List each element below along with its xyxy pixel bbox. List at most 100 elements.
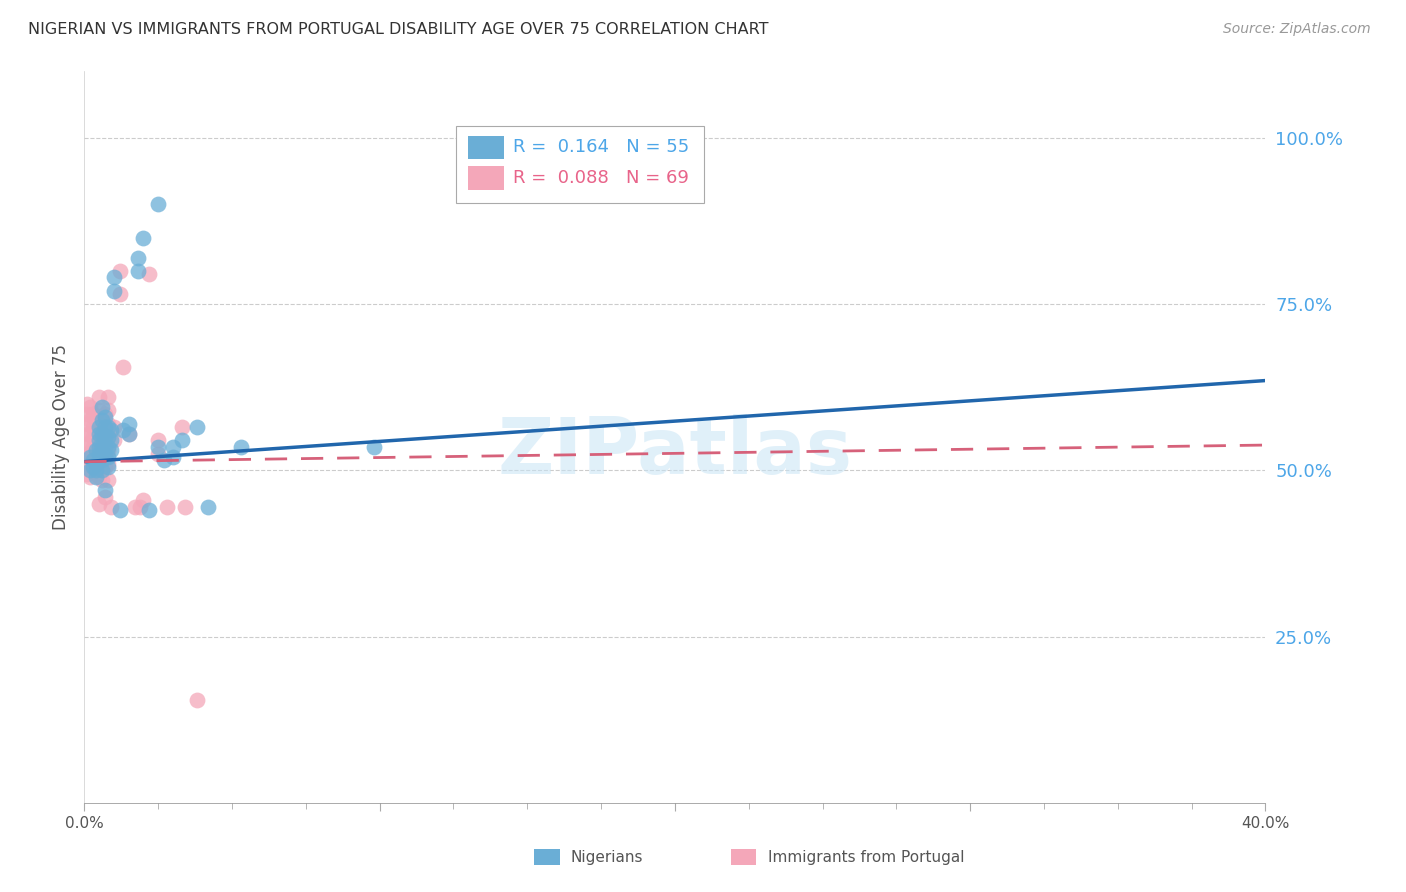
Point bbox=[108, 287, 131, 301]
Point bbox=[87, 420, 111, 434]
Point bbox=[94, 407, 117, 421]
Point bbox=[91, 420, 114, 434]
Point bbox=[84, 457, 107, 471]
Y-axis label: Disability Age Over 75: Disability Age Over 75 bbox=[52, 344, 70, 530]
Point bbox=[82, 407, 104, 421]
Point bbox=[97, 460, 120, 475]
Point bbox=[97, 440, 120, 454]
Point bbox=[148, 434, 170, 448]
Point bbox=[82, 453, 104, 467]
Point bbox=[87, 430, 111, 444]
Point bbox=[97, 443, 120, 458]
Point bbox=[103, 434, 125, 448]
Point bbox=[138, 267, 160, 281]
Point bbox=[97, 390, 120, 404]
Point bbox=[87, 497, 111, 511]
Point bbox=[94, 410, 117, 425]
Point bbox=[91, 463, 114, 477]
Point bbox=[91, 426, 114, 441]
Point bbox=[94, 483, 117, 498]
Point bbox=[82, 440, 104, 454]
Point bbox=[127, 264, 149, 278]
Point bbox=[76, 417, 98, 431]
Point bbox=[87, 403, 111, 417]
Point bbox=[111, 424, 134, 438]
Point bbox=[97, 417, 120, 431]
Text: Nigerians: Nigerians bbox=[571, 850, 644, 864]
Point bbox=[82, 460, 104, 475]
Point bbox=[91, 400, 114, 414]
Point bbox=[94, 447, 117, 461]
Point bbox=[76, 436, 98, 450]
Text: Source: ZipAtlas.com: Source: ZipAtlas.com bbox=[1223, 22, 1371, 37]
Point bbox=[84, 470, 107, 484]
Point bbox=[76, 397, 98, 411]
Point bbox=[97, 430, 120, 444]
Text: R =  0.088   N = 69: R = 0.088 N = 69 bbox=[513, 169, 689, 187]
Point bbox=[87, 440, 111, 454]
Point bbox=[124, 500, 146, 514]
Point bbox=[148, 440, 170, 454]
Point bbox=[100, 443, 122, 458]
Point bbox=[100, 500, 122, 514]
Point bbox=[87, 434, 111, 448]
Point bbox=[79, 413, 101, 427]
Point bbox=[79, 457, 101, 471]
Point bbox=[94, 450, 117, 464]
Point bbox=[79, 426, 101, 441]
Point bbox=[82, 430, 104, 444]
Point bbox=[94, 430, 117, 444]
Point bbox=[103, 284, 125, 298]
Point bbox=[76, 426, 98, 441]
Point bbox=[94, 440, 117, 454]
Point bbox=[84, 443, 107, 458]
FancyBboxPatch shape bbox=[468, 167, 503, 190]
Point bbox=[79, 463, 101, 477]
Point bbox=[103, 270, 125, 285]
Point bbox=[76, 467, 98, 481]
Text: R =  0.164   N = 55: R = 0.164 N = 55 bbox=[513, 138, 689, 156]
Point bbox=[87, 447, 111, 461]
Point bbox=[87, 470, 111, 484]
Point bbox=[153, 453, 176, 467]
Point bbox=[138, 503, 160, 517]
Point bbox=[162, 450, 184, 464]
Text: ZIPatlas: ZIPatlas bbox=[498, 414, 852, 490]
Point bbox=[97, 403, 120, 417]
Point bbox=[156, 500, 179, 514]
Point bbox=[111, 360, 134, 375]
Point bbox=[97, 457, 120, 471]
Point bbox=[91, 460, 114, 475]
Point bbox=[229, 440, 252, 454]
Point bbox=[84, 413, 107, 427]
Point bbox=[162, 440, 184, 454]
Point bbox=[118, 426, 141, 441]
Point bbox=[97, 430, 120, 444]
Point bbox=[97, 473, 120, 487]
Point bbox=[186, 692, 208, 706]
Point bbox=[100, 424, 122, 438]
Point bbox=[108, 264, 131, 278]
Point bbox=[173, 500, 195, 514]
Point bbox=[91, 413, 114, 427]
Point bbox=[118, 426, 141, 441]
Point bbox=[91, 434, 114, 448]
Point bbox=[76, 447, 98, 461]
Point bbox=[87, 426, 111, 441]
Point bbox=[94, 434, 117, 448]
FancyBboxPatch shape bbox=[468, 136, 503, 159]
Text: Immigrants from Portugal: Immigrants from Portugal bbox=[768, 850, 965, 864]
Point bbox=[97, 420, 120, 434]
Point bbox=[91, 440, 114, 454]
Point bbox=[108, 503, 131, 517]
Point bbox=[127, 251, 149, 265]
Point bbox=[91, 473, 114, 487]
Point bbox=[91, 453, 114, 467]
Point bbox=[79, 450, 101, 464]
Point bbox=[94, 420, 117, 434]
Point bbox=[94, 460, 117, 475]
Point bbox=[79, 400, 101, 414]
Point bbox=[170, 420, 193, 434]
Point bbox=[91, 447, 114, 461]
FancyBboxPatch shape bbox=[457, 127, 704, 203]
